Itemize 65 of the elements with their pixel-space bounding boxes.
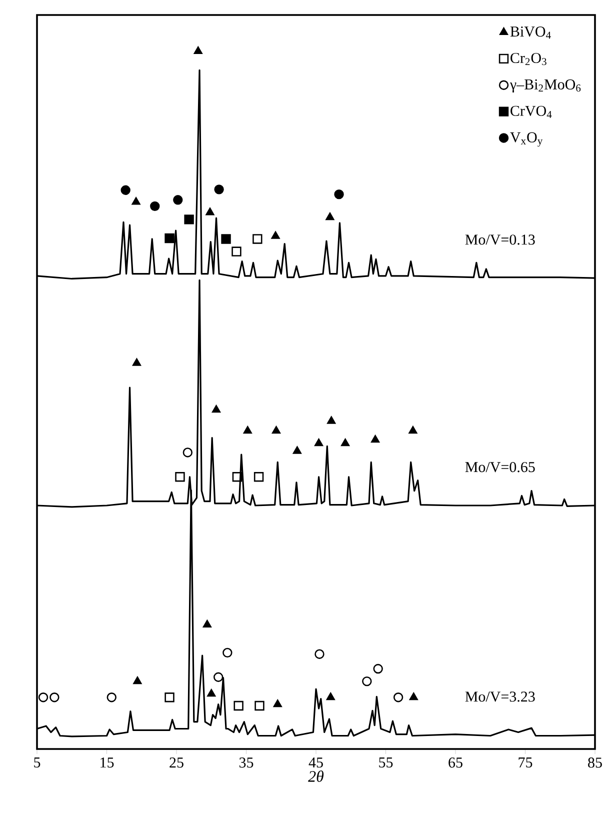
point [273,699,282,708]
point [164,692,174,702]
x-tick-label: 85 [588,758,602,768]
point [326,692,335,700]
point [292,446,302,454]
point [252,234,262,244]
point [341,438,350,446]
point [393,692,404,702]
point [133,676,142,684]
point [271,231,280,239]
point [408,426,418,434]
legend-label: γ–Bi$_{2}$MoO$_{6}$ [510,79,581,93]
legend-label: V$_{x}$O$_{y}$ [510,132,543,147]
point [182,448,193,458]
point [132,358,142,366]
point [132,197,140,205]
point [232,472,242,482]
point [370,435,380,443]
x-tick-label: 15 [100,758,114,768]
point [314,649,324,659]
x-tick-label: 45 [308,758,323,768]
point [50,692,60,702]
point [202,620,212,628]
point [334,189,344,200]
legend-label: Cr$_{2}$O$_{3}$ [510,52,546,66]
point [184,214,194,224]
point [150,201,160,212]
point [373,664,383,674]
point [175,472,185,482]
point [254,472,264,482]
x-axis-title: 2θ [308,770,324,782]
x-tick-label: 75 [518,758,532,768]
point [212,405,221,413]
point [106,692,116,702]
x-tick-label: 55 [379,758,393,768]
point [272,426,281,434]
point [234,700,244,711]
point [173,195,183,205]
point [409,692,418,700]
point [38,692,48,702]
x-tick-label: 5 [34,758,40,768]
point [214,184,224,194]
x-tick-label: 25 [170,758,184,768]
series-label: Mo/V=0.65 [465,462,535,472]
series-label: Mo/V=0.13 [465,234,535,245]
point [362,676,372,686]
point [194,46,202,54]
point [243,426,252,434]
point [120,185,130,195]
point [254,700,264,711]
point [232,246,242,256]
point [207,689,216,697]
x-tick-label: 65 [448,758,462,768]
x-tick-label: 35 [239,758,254,768]
point [314,438,324,446]
series-label: Mo/V=3.23 [465,692,535,702]
point [327,416,336,424]
point [221,234,231,244]
legend-label: CrVO$_{4}$ [510,106,552,118]
legend-label: BiVO$_{4}$ [510,26,551,39]
point [214,672,224,682]
point [326,212,334,220]
point [206,208,214,216]
point [164,233,174,244]
point [222,648,232,658]
